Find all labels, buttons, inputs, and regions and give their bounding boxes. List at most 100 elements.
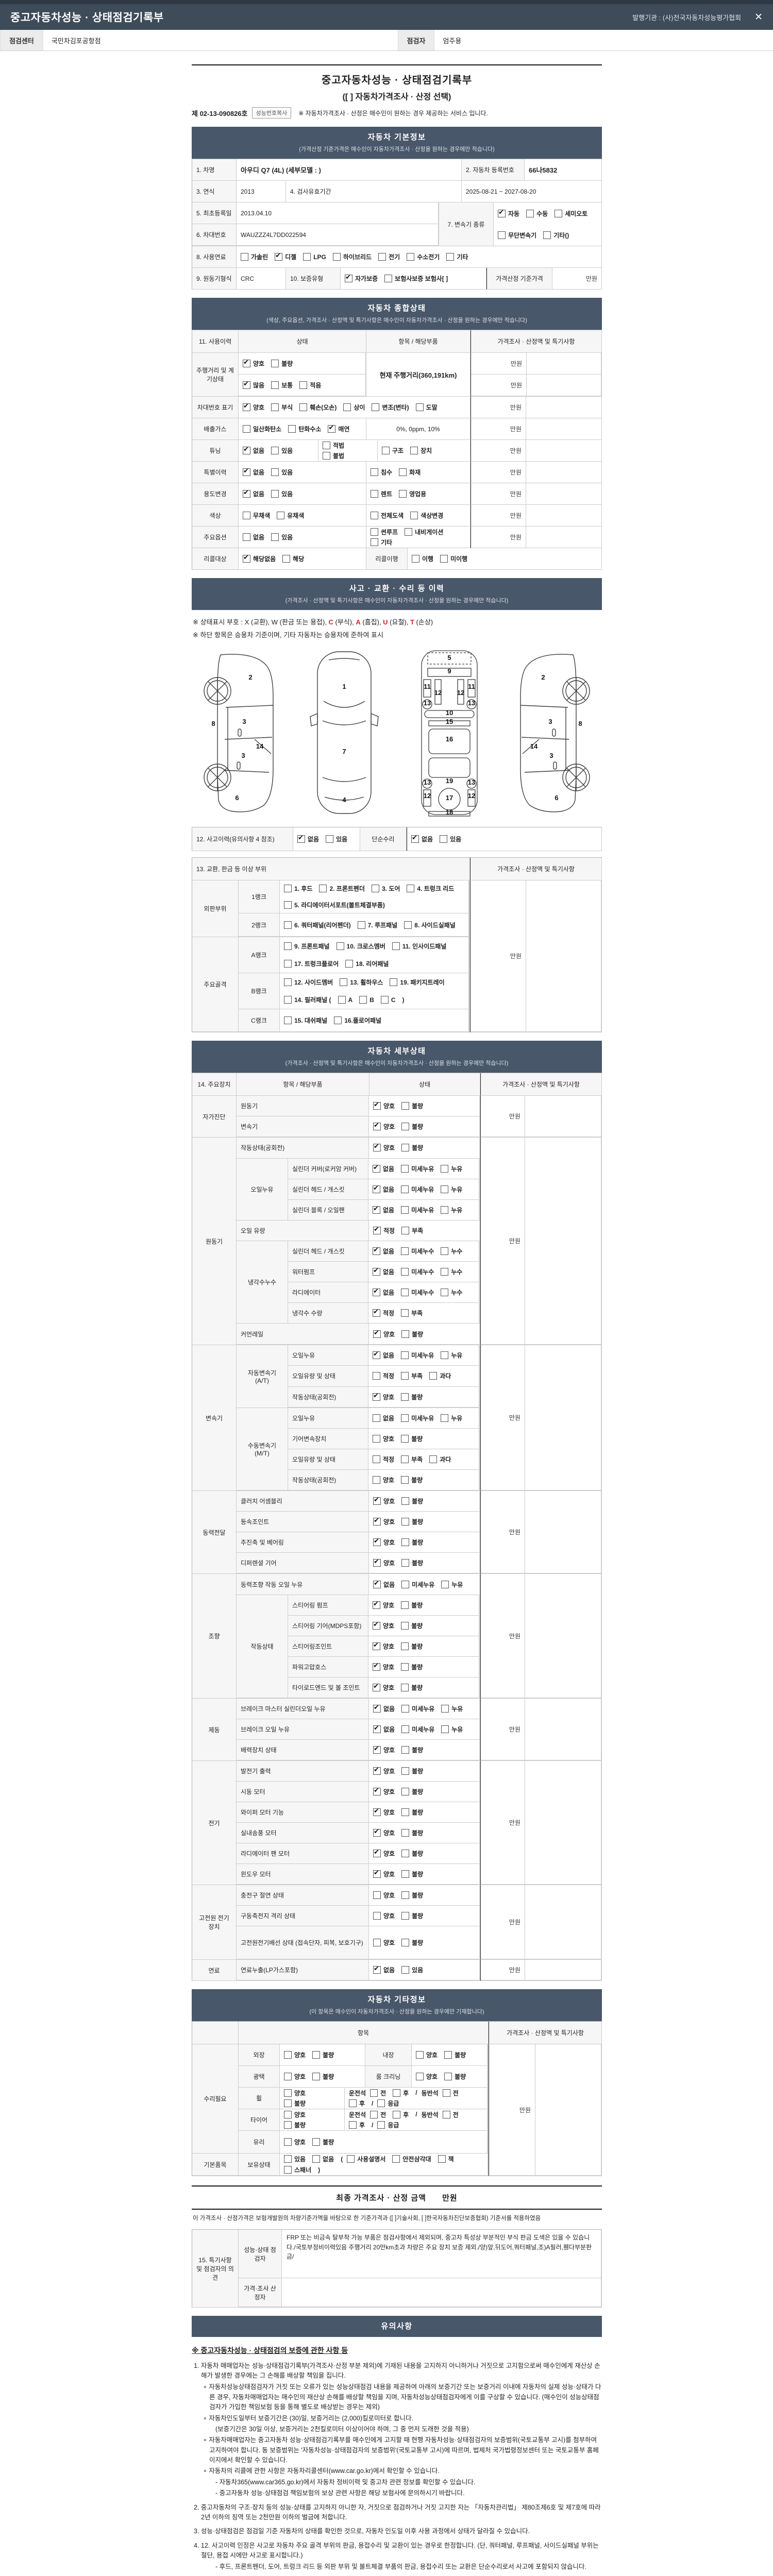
checkbox-icon[interactable] [416,2051,424,2059]
checkbox-icon[interactable] [347,2155,355,2163]
checkbox-icon[interactable] [284,2155,292,2163]
checkbox-checked-icon[interactable] [373,1662,380,1671]
checkbox-icon[interactable] [543,231,551,239]
checkbox-option[interactable]: 과다 [429,1455,451,1464]
checkbox-checked-icon[interactable] [373,1205,380,1214]
checkbox-option[interactable]: 후 [393,2110,409,2119]
checkbox-icon[interactable] [401,1247,409,1256]
checkbox-icon[interactable] [284,2073,292,2080]
checkbox-option[interactable]: 불량 [401,1143,423,1152]
checkbox-checked-icon[interactable] [243,402,250,411]
checkbox-option[interactable]: 도말 [415,403,438,412]
checkbox-option[interactable]: 구조 [382,446,404,455]
checkbox-option[interactable]: 7. 루프패널 [357,921,397,929]
checkbox-option[interactable]: 상이 [343,403,365,412]
checkbox-option[interactable]: 누유 [441,1351,462,1360]
checkbox-option[interactable]: 18. 리어패널 [345,959,389,968]
checkbox-option[interactable]: 적정 [373,1371,394,1380]
checkbox-option[interactable]: 누수 [441,1247,462,1256]
checkbox-icon[interactable] [438,2155,446,2163]
checkbox-icon[interactable] [429,1372,438,1380]
checkbox-option[interactable]: 있음 [271,533,293,541]
checkbox-option[interactable]: 없음 [373,1287,394,1297]
checkbox-option[interactable]: 후 [349,2121,365,2129]
checkbox-option[interactable]: 양호 [373,1682,394,1692]
checkbox-icon[interactable] [284,1016,292,1024]
checkbox-icon[interactable] [401,1559,410,1567]
checkbox-option[interactable]: 양호 [373,1766,395,1775]
checkbox-option[interactable]: 전 [442,2089,459,2097]
checkbox-option[interactable]: 하이브리드 [332,252,372,261]
checkbox-option[interactable]: 없음 [373,1246,394,1256]
checkbox-icon[interactable] [401,1393,409,1401]
checkbox-icon[interactable] [284,2089,292,2097]
checkbox-checked-icon[interactable] [373,1600,380,1609]
checkbox-checked-icon[interactable] [373,1329,381,1338]
checkbox-icon[interactable] [271,447,279,454]
checkbox-option[interactable]: 자동 [498,208,519,218]
checkbox-option[interactable]: 적음 [299,381,321,389]
checkbox-checked-icon[interactable] [373,1225,381,1234]
checkbox-icon[interactable] [441,1206,449,1214]
checkbox-option[interactable]: 후 [349,2099,365,2108]
checkbox-checked-icon[interactable] [243,358,250,367]
checkbox-option[interactable]: 13. 휠하우스 [340,978,383,987]
checkbox-option[interactable]: 응급 [377,2099,399,2108]
checkbox-checked-icon[interactable] [373,1308,380,1317]
checkbox-icon[interactable] [377,2121,385,2129]
checkbox-checked-icon[interactable] [373,1287,380,1297]
checkbox-option[interactable]: 보험사보증 보험사[ ] [384,274,448,283]
checkbox-option[interactable]: 1. 후드 [284,884,312,893]
checkbox-option[interactable]: 16.플로어패널 [334,1016,381,1025]
checkbox-option[interactable]: 양호 [373,1121,395,1131]
checkbox-checked-icon[interactable] [373,1163,380,1173]
checkbox-icon[interactable] [498,231,506,239]
checkbox-icon[interactable] [416,2073,424,2080]
checkbox-option[interactable]: 색상변경 [410,511,443,520]
checkbox-option[interactable]: 불량 [271,359,293,368]
checkbox-checked-icon[interactable] [373,1350,380,1360]
checkbox-icon[interactable] [378,253,386,261]
checkbox-icon[interactable] [444,2051,452,2059]
checkbox-icon[interactable] [401,1372,409,1380]
checkbox-option[interactable]: 누유 [441,1414,462,1422]
checkbox-icon[interactable] [401,1746,410,1754]
checkbox-icon[interactable] [371,468,378,476]
checkbox-icon[interactable] [271,490,279,498]
checkbox-option[interactable]: 양호 [373,1848,395,1858]
checkbox-checked-icon[interactable] [373,1848,381,1857]
checkbox-option[interactable]: 있음 [326,835,347,843]
checkbox-option[interactable]: 없음 [373,1414,394,1422]
checkbox-icon[interactable] [393,2089,401,2097]
checkbox-icon[interactable] [441,1351,449,1360]
checkbox-option[interactable]: 미세누수 [401,1288,434,1297]
checkbox-icon[interactable] [407,253,415,261]
checkbox-icon[interactable] [401,1850,410,1857]
checkbox-option[interactable]: 불법 [323,451,344,460]
checkbox-option[interactable]: 전기 [378,252,400,261]
copy-performance-number-button[interactable]: 성능번호복사 [251,107,292,118]
checkbox-icon[interactable] [441,1268,449,1276]
checkbox-icon[interactable] [373,1435,380,1443]
checkbox-option[interactable]: 양호 [243,402,264,412]
checkbox-option[interactable]: 있음 [271,468,293,477]
checkbox-icon[interactable] [407,885,415,893]
checkbox-icon[interactable] [343,403,351,411]
checkbox-option[interactable]: 불량 [401,1938,423,1947]
checkbox-icon[interactable] [380,996,389,1004]
checkbox-icon[interactable] [554,209,563,217]
checkbox-icon[interactable] [312,2138,321,2146]
checkbox-option[interactable]: 영업용 [399,489,426,498]
checkbox-icon[interactable] [401,1435,409,1443]
checkbox-option[interactable]: 없음 [373,1350,394,1360]
checkbox-option[interactable]: 없음 [373,1163,394,1173]
checkbox-option[interactable]: 없음 [373,1964,395,1974]
checkbox-checked-icon[interactable] [373,1392,380,1401]
checkbox-checked-icon[interactable] [373,1964,381,1974]
checkbox-icon[interactable] [401,1268,409,1276]
checkbox-icon[interactable] [284,2138,292,2146]
checkbox-option[interactable]: 없음 [297,834,319,843]
checkbox-option[interactable]: 사용설명서 [347,2155,385,2163]
checkbox-icon[interactable] [401,1330,410,1338]
checkbox-option[interactable]: 없음 [373,1579,395,1589]
